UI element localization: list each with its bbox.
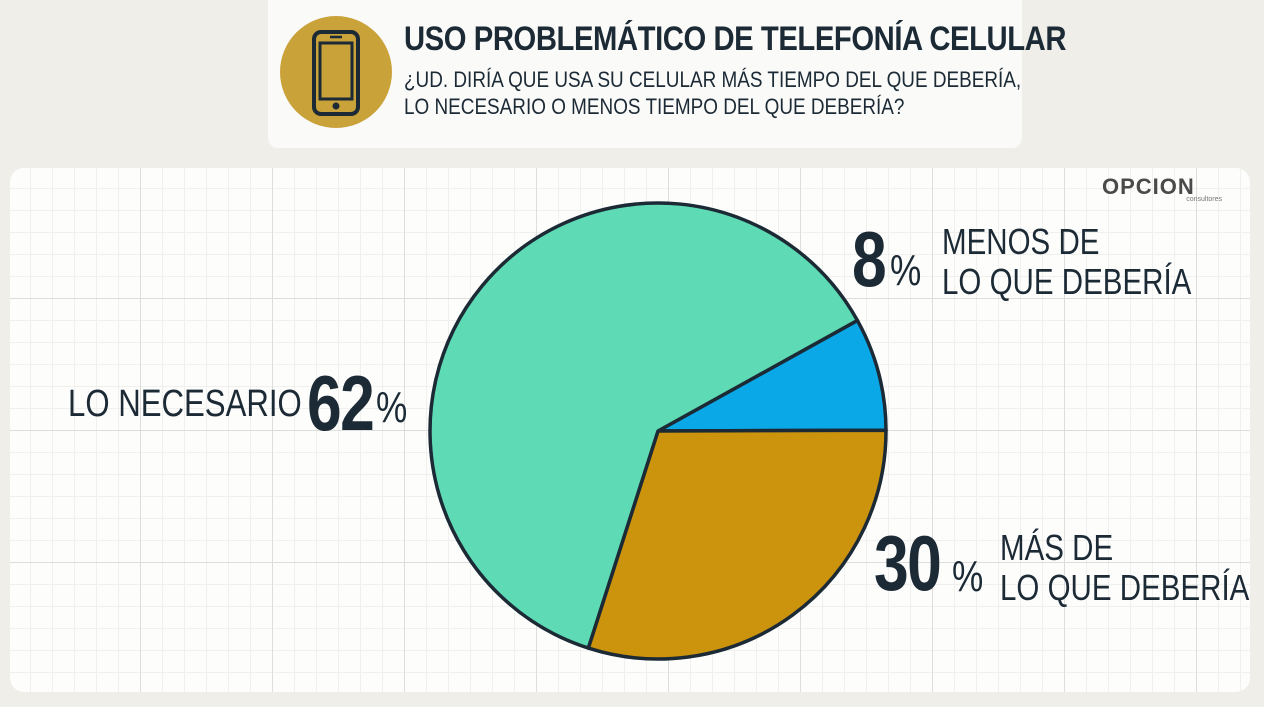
slice-unit-menos: % [890,246,922,295]
slice-label-menos-line-1: MENOS DE [942,221,1100,262]
brand-tagline: consultores [1186,196,1222,203]
slice-label-menos: MENOS DE LO QUE DEBERÍA [942,222,1191,302]
slice-unit-necesario: % [375,383,408,432]
brand-name: OPCION [1102,174,1195,199]
label-lo-necesario: LO NECESARIO62% [68,358,415,449]
smartphone-icon [312,30,360,116]
brand-logo: OPCION consultores [1102,174,1222,206]
pie-slices [428,201,888,661]
subtitle-line-2: LO NECESARIO O MENOS TIEMPO DEL QUE DEBE… [404,94,905,119]
slice-value-mas: 30 [874,519,942,607]
slice-value-menos: 8 [852,215,887,303]
subtitle-line-1: ¿UD. DIRÍA QUE USA SU CELULAR MÁS TIEMPO… [404,67,1022,92]
slice-label-mas: MÁS DE LO QUE DEBERÍA [1000,528,1249,608]
header: USO PROBLEMÁTICO DE TELEFONÍA CELULAR ¿U… [268,0,1066,148]
chart-subtitle: ¿UD. DIRÍA QUE USA SU CELULAR MÁS TIEMPO… [404,66,1021,120]
slice-unit-mas: % [952,552,984,601]
pie-slice-necesario [428,201,860,650]
pie-slice-menos [656,318,888,433]
phone-badge [280,16,392,128]
slice-label-necesario: LO NECESARIO [68,383,302,425]
slice-label-mas-line-1: MÁS DE [1000,527,1114,568]
chart-title: USO PROBLEMÁTICO DE TELEFONÍA CELULAR [404,20,1067,58]
slice-value-necesario: 62 [307,359,375,447]
pie-slice-mas [586,428,888,661]
slice-label-menos-line-2: LO QUE DEBERÍA [942,261,1192,302]
slice-label-mas-line-2: LO QUE DEBERÍA [1000,567,1250,608]
